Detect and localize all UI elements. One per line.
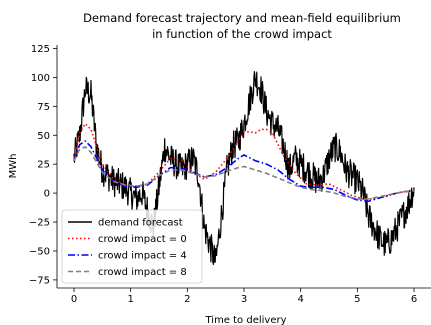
legend: demand forecast crowd impact = 0 crowd imp… (61, 209, 203, 284)
x-tick-label: 4 (297, 294, 303, 305)
axis-ticks: 0 1 2 3 4 5 6 −75 −50 −25 0 25 50 75 100 125 (29, 44, 417, 305)
legend-label: crowd impact = 8 (98, 267, 187, 278)
series-line-0 (73, 71, 415, 266)
legend-label: crowd impact = 4 (98, 251, 187, 262)
x-tick-label: 2 (184, 294, 190, 305)
series-lines (73, 71, 415, 266)
y-tick-label: 100 (31, 73, 50, 84)
y-axis-label: MWh (8, 154, 19, 179)
chart-title: Demand forecast trajectory and mean-fiel… (83, 11, 401, 25)
legend-label: crowd impact = 0 (98, 234, 187, 245)
legend-label: demand forecast (98, 218, 183, 229)
series-line-1 (73, 122, 415, 200)
y-tick-label: −50 (29, 246, 50, 257)
x-tick-label: 6 (411, 294, 417, 305)
y-tick-label: 125 (31, 44, 50, 55)
x-tick-label: 5 (354, 294, 360, 305)
y-tick-label: −25 (29, 218, 50, 229)
y-tick-label: 0 (44, 189, 50, 200)
x-axis-label: Time to delivery (204, 315, 286, 325)
series-line-3 (73, 146, 415, 200)
legend-box (61, 209, 203, 284)
x-tick-label: 0 (71, 294, 77, 305)
y-tick-label: 50 (37, 131, 50, 142)
y-tick-label: −75 (29, 275, 50, 286)
x-tick-label: 1 (127, 294, 133, 305)
y-tick-label: 25 (37, 160, 50, 171)
y-tick-label: 75 (37, 102, 50, 113)
x-tick-label: 3 (241, 294, 247, 305)
chart-subtitle: in function of the crowd impact (152, 27, 332, 41)
